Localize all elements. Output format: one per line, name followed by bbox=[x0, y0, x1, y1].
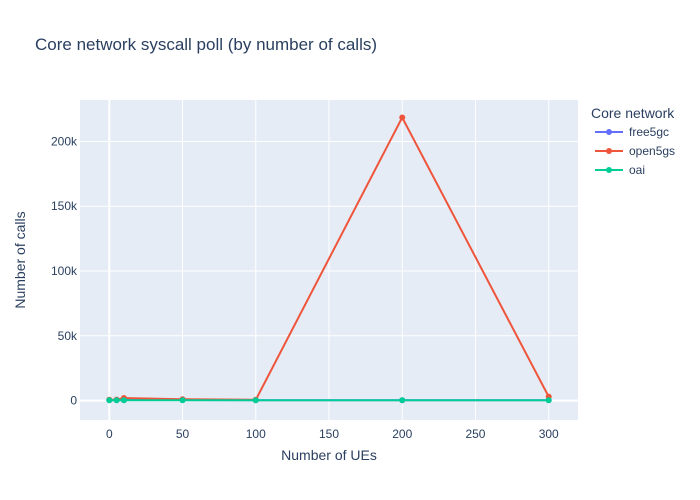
legend: Core network free5gc open5gs oai bbox=[591, 105, 675, 177]
legend-item-oai[interactable]: oai bbox=[595, 163, 645, 177]
legend-item-open5gs[interactable]: open5gs bbox=[595, 144, 675, 158]
legend-title: Core network bbox=[591, 105, 675, 121]
x-tick-label: 250 bbox=[465, 427, 485, 441]
data-point-oai bbox=[179, 397, 186, 404]
data-point-oai bbox=[545, 397, 552, 404]
data-point-oai bbox=[399, 397, 406, 404]
legend-swatch-marker bbox=[606, 129, 612, 135]
x-tick-label: 300 bbox=[539, 427, 559, 441]
chart-title: Core network syscall poll (by number of … bbox=[35, 35, 377, 54]
y-axis-title: Number of calls bbox=[12, 211, 28, 308]
data-point-open5gs bbox=[399, 114, 406, 121]
data-point-oai bbox=[113, 397, 120, 404]
x-tick-label: 150 bbox=[319, 427, 339, 441]
legend-swatch-marker bbox=[606, 148, 612, 154]
legend-item-free5gc[interactable]: free5gc bbox=[595, 125, 669, 139]
x-axis-title: Number of UEs bbox=[281, 447, 377, 463]
y-tick-label: 150k bbox=[51, 199, 78, 213]
x-tick-label: 200 bbox=[392, 427, 412, 441]
y-tick-label: 200k bbox=[51, 134, 78, 148]
legend-swatch-marker bbox=[606, 167, 612, 173]
data-point-oai bbox=[120, 397, 127, 404]
series-oai bbox=[106, 397, 552, 404]
x-tick-label: 50 bbox=[176, 427, 190, 441]
y-tick-label: 50k bbox=[58, 329, 78, 343]
series-group bbox=[106, 114, 552, 404]
y-tick-label: 0 bbox=[70, 394, 77, 408]
x-tick-label: 0 bbox=[106, 427, 113, 441]
x-tick-labels: 0 50 100 150 200 250 300 bbox=[106, 427, 559, 441]
data-point-oai bbox=[106, 397, 113, 404]
x-tick-label: 100 bbox=[246, 427, 266, 441]
y-tick-labels: 0 50k 100k 150k 200k bbox=[51, 134, 78, 407]
y-tick-label: 100k bbox=[51, 264, 78, 278]
data-point-oai bbox=[252, 397, 259, 404]
legend-label: open5gs bbox=[629, 144, 675, 158]
legend-label: oai bbox=[629, 163, 645, 177]
legend-label: free5gc bbox=[629, 125, 669, 139]
